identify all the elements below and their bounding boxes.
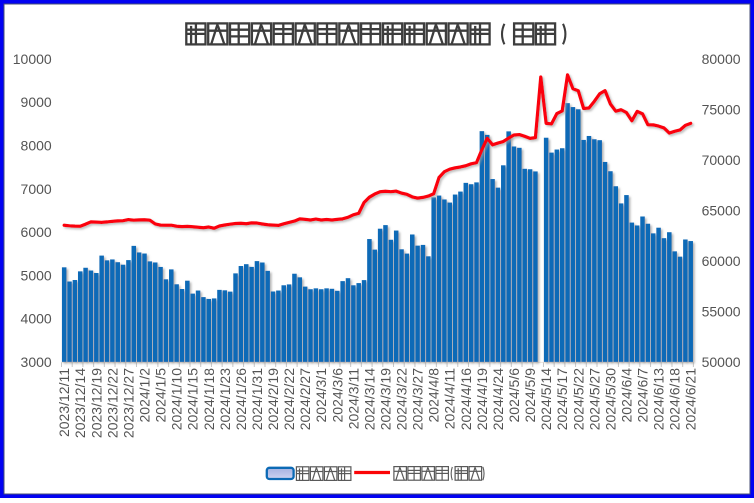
svg-text:2024/3/6: 2024/3/6 [329, 368, 345, 423]
svg-text:2024/1/5: 2024/1/5 [153, 368, 169, 423]
svg-text:2024/4/24: 2024/4/24 [490, 368, 506, 430]
svg-text:2024/6/21: 2024/6/21 [683, 368, 699, 430]
svg-text:2024/1/18: 2024/1/18 [201, 368, 217, 430]
svg-text:10000: 10000 [13, 51, 52, 67]
svg-text:2024/1/26: 2024/1/26 [233, 368, 249, 430]
svg-text:2024/2/27: 2024/2/27 [297, 368, 313, 430]
svg-text:2024/1/15: 2024/1/15 [185, 368, 201, 430]
svg-text:2024/3/27: 2024/3/27 [410, 368, 426, 430]
svg-text:4000: 4000 [21, 311, 52, 327]
svg-text:2023/12/11: 2023/12/11 [56, 368, 72, 437]
svg-text:2024/5/27: 2024/5/27 [586, 368, 602, 430]
svg-text:2023/12/19: 2023/12/19 [88, 368, 104, 438]
svg-text:2024/6/18: 2024/6/18 [667, 368, 683, 430]
svg-text:60000: 60000 [702, 253, 741, 269]
svg-text:2024/3/14: 2024/3/14 [361, 368, 377, 430]
svg-text:2024/1/31: 2024/1/31 [249, 368, 265, 430]
svg-text:2024/2/22: 2024/2/22 [281, 368, 297, 430]
svg-text:2024/1/10: 2024/1/10 [169, 368, 185, 430]
svg-text:2024/4/11: 2024/4/11 [442, 368, 458, 429]
svg-text:2024/5/30: 2024/5/30 [602, 368, 618, 430]
svg-text:9000: 9000 [21, 94, 52, 110]
svg-text:2023/12/14: 2023/12/14 [72, 368, 88, 438]
svg-text:2023/12/22: 2023/12/22 [104, 368, 120, 438]
svg-text:70000: 70000 [702, 152, 741, 168]
svg-text:7000: 7000 [21, 181, 52, 197]
svg-text:5000: 5000 [21, 267, 52, 283]
svg-text:2024/5/14: 2024/5/14 [538, 368, 554, 430]
svg-text:6000: 6000 [21, 224, 52, 240]
svg-text:2024/5/22: 2024/5/22 [570, 368, 586, 430]
svg-text:2024/6/13: 2024/6/13 [651, 368, 667, 430]
svg-text:2024/3/19: 2024/3/19 [377, 368, 393, 430]
svg-text:3000: 3000 [21, 354, 52, 370]
svg-text:65000: 65000 [702, 203, 741, 219]
svg-text:55000: 55000 [702, 304, 741, 320]
svg-text:50000: 50000 [702, 354, 741, 370]
svg-text:2024/2/19: 2024/2/19 [265, 368, 281, 430]
svg-text:80000: 80000 [702, 51, 741, 67]
svg-text:2024/4/8: 2024/4/8 [426, 368, 442, 423]
svg-text:2024/3/22: 2024/3/22 [394, 368, 410, 430]
svg-text:8000: 8000 [21, 138, 52, 154]
svg-text:2024/6/4: 2024/6/4 [618, 368, 634, 423]
svg-text:2024/6/7: 2024/6/7 [635, 368, 651, 423]
svg-text:2024/1/23: 2024/1/23 [217, 368, 233, 430]
svg-text:75000: 75000 [702, 101, 741, 117]
svg-text:2024/4/16: 2024/4/16 [458, 368, 474, 430]
svg-text:2023/12/27: 2023/12/27 [120, 368, 136, 438]
svg-text:2024/3/11: 2024/3/11 [345, 368, 361, 429]
svg-text:2024/4/19: 2024/4/19 [474, 368, 490, 430]
svg-text:2024/1/2: 2024/1/2 [137, 368, 153, 423]
svg-text:2024/5/9: 2024/5/9 [522, 368, 538, 423]
svg-text:2024/5/17: 2024/5/17 [554, 368, 570, 430]
svg-text:2024/3/1: 2024/3/1 [313, 368, 329, 423]
svg-text:2024/5/6: 2024/5/6 [506, 368, 522, 423]
